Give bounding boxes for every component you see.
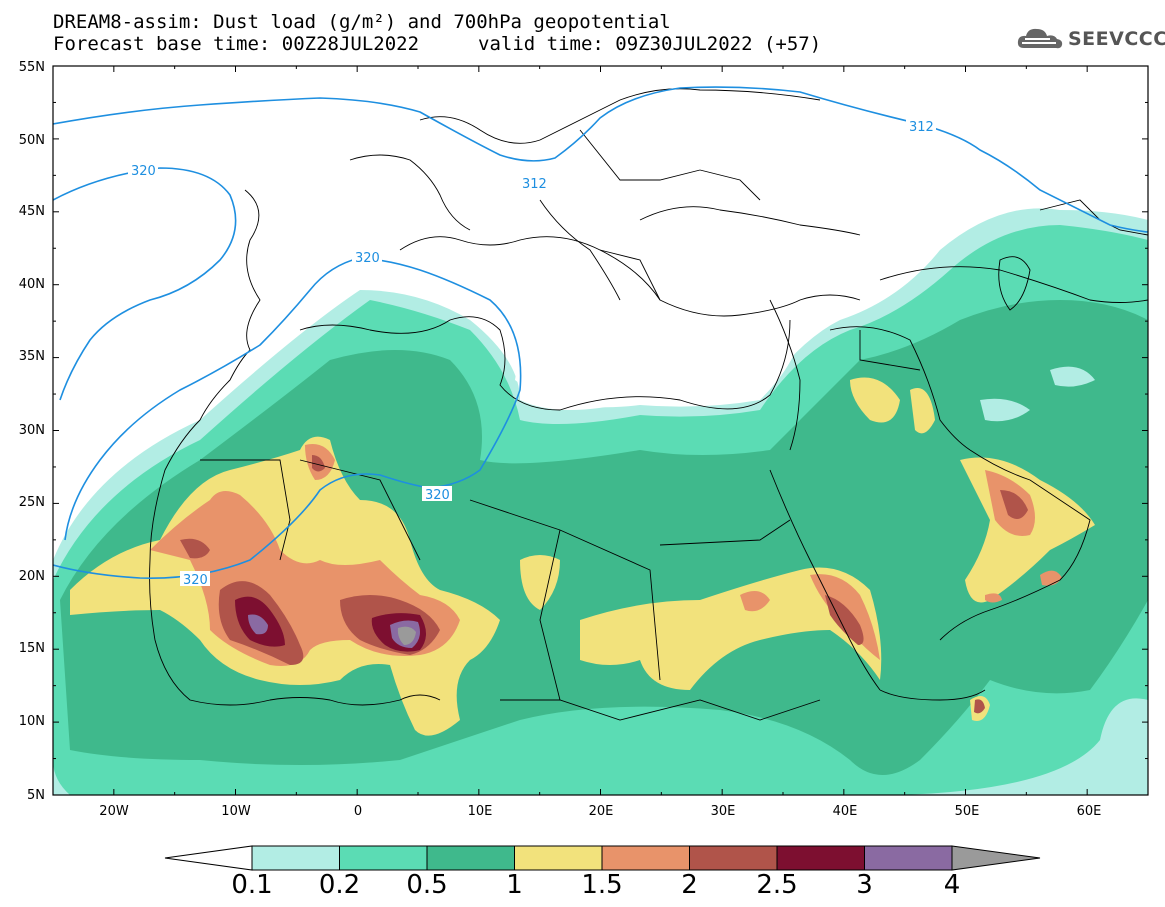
contour-312: [53, 86, 1148, 233]
lon-label: 10W: [221, 804, 251, 819]
contour-320-main: [53, 257, 522, 579]
lat-label: 35N: [19, 349, 45, 364]
colorbar-label: 4: [944, 870, 961, 900]
colorbar-label: 1.5: [581, 870, 622, 900]
colorbar-label: 2.5: [756, 870, 797, 900]
chart-title-valid-time: valid time: 09Z30JUL2022 (+57): [478, 33, 822, 55]
contour-label-320-d: 320: [183, 573, 208, 588]
lon-label: 20E: [589, 804, 614, 819]
seevccc-logo: SEEVCCC: [1016, 26, 1165, 52]
lat-label: 10N: [19, 714, 45, 729]
colorbar-high-arrow: [951, 845, 1041, 871]
contour-label-320-b: 320: [355, 251, 380, 266]
lat-label: 55N: [19, 60, 45, 75]
chart-title-base-time: Forecast base time: 00Z28JUL2022: [53, 33, 420, 55]
lat-label: 50N: [19, 133, 45, 148]
lat-label: 25N: [19, 495, 45, 510]
lon-label: 30E: [711, 804, 736, 819]
colorbar-box: [601, 845, 690, 871]
lon-label: 50E: [955, 804, 980, 819]
lon-label: 60E: [1077, 804, 1102, 819]
colorbar-box: [251, 845, 340, 871]
colorbar-box: [514, 845, 603, 871]
colorbar-label: 1: [506, 870, 523, 900]
colorbar-box: [689, 845, 778, 871]
chart-title-line1: DREAM8-assim: Dust load (g/m²) and 700hP…: [53, 11, 671, 33]
lon-label: 0: [354, 804, 362, 819]
colorbar-label: 2: [681, 870, 698, 900]
colorbar-box: [776, 845, 865, 871]
colorbar-label: 3: [856, 870, 873, 900]
axis-ticks: [52, 65, 1149, 796]
contour-label-312-b: 312: [909, 120, 934, 135]
contour-label-312-a: 312: [522, 177, 547, 192]
colorbar-low-arrow: [164, 845, 253, 871]
colorbar: 0.1 0.2 0.5 1 1.5 2 2.5 3 4: [164, 845, 1041, 900]
colorbar-label: 0.2: [319, 870, 360, 900]
colorbar-box: [864, 845, 953, 871]
dust-level-4: [397, 626, 416, 645]
lat-label: 45N: [19, 204, 45, 219]
logo-text: SEEVCCC: [1068, 28, 1165, 50]
dust-level-3: [248, 614, 268, 635]
lat-label: 15N: [19, 641, 45, 656]
lat-label: 40N: [19, 277, 45, 292]
colorbar-box: [426, 845, 515, 871]
cloud-logo-icon: [1017, 28, 1063, 49]
lon-label: 20W: [99, 804, 129, 819]
map-panel: 320 320 320 320 312 312: [53, 66, 1148, 795]
lat-label: 5N: [27, 788, 45, 803]
coastlines: [149, 88, 1148, 721]
lon-label: 40E: [833, 804, 858, 819]
contour-label-320-c: 320: [425, 488, 450, 503]
colorbar-label: 0.1: [231, 870, 272, 900]
contour-label-320-a: 320: [131, 164, 156, 179]
contour-labels: 320 320 320 320 312 312: [128, 118, 936, 588]
latitude-labels: 55N 50N 45N 40N 35N 30N 25N 20N 15N 10N …: [19, 60, 45, 803]
lat-label: 20N: [19, 569, 45, 584]
lat-label: 30N: [19, 423, 45, 438]
lon-label: 10E: [468, 804, 493, 819]
colorbar-box: [339, 845, 428, 871]
dust-field: [53, 208, 1148, 795]
colorbar-label: 0.5: [406, 870, 447, 900]
longitude-labels: 20W 10W 0 10E 20E 30E 40E 50E 60E: [99, 804, 1101, 819]
